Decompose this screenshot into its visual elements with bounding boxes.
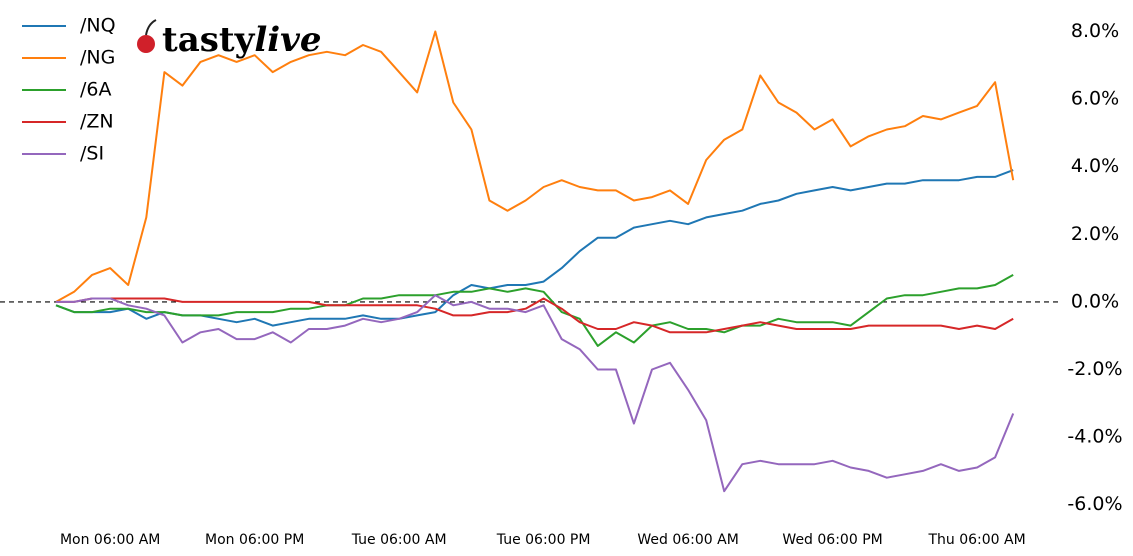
logo-text: tastylive xyxy=(162,20,322,60)
y-tick-label: 0.0% xyxy=(1071,290,1119,312)
logo: tastylive xyxy=(137,19,322,60)
y-tick-label: 6.0% xyxy=(1071,88,1119,110)
legend-label: /NQ xyxy=(80,15,116,37)
logo-cherry xyxy=(137,35,155,53)
x-tick-label: Tue 06:00 AM xyxy=(351,532,447,548)
legend-label: /ZN xyxy=(80,111,114,133)
x-tick-label: Thu 06:00 AM xyxy=(927,532,1025,548)
x-tick-label: Mon 06:00 PM xyxy=(205,532,304,548)
logo-suffix: live xyxy=(254,20,321,60)
y-tick-label: -6.0% xyxy=(1067,493,1122,515)
y-tick-label: 2.0% xyxy=(1071,223,1119,245)
series-line xyxy=(56,294,1015,493)
y-tick-label: 8.0% xyxy=(1071,20,1119,42)
series-line xyxy=(55,30,1015,303)
y-tick-label: 4.0% xyxy=(1071,155,1119,177)
logo-stem xyxy=(145,19,157,36)
x-tick-label: Wed 06:00 PM xyxy=(782,532,882,548)
y-tick-label: -2.0% xyxy=(1067,358,1122,380)
y-tick-label: -4.0% xyxy=(1067,426,1122,448)
series-line xyxy=(55,169,1014,327)
x-tick-label: Mon 06:00 AM xyxy=(60,532,160,548)
legend: /NQ/NG/6A/ZN/SI xyxy=(22,15,116,165)
legend-label: /SI xyxy=(80,143,104,165)
legend-label: /NG xyxy=(80,47,115,69)
x-tick-label: Tue 06:00 PM xyxy=(496,532,591,548)
legend-label: /6A xyxy=(80,79,112,101)
series-line xyxy=(56,297,1014,334)
x-tick-label: Wed 06:00 AM xyxy=(637,532,738,548)
logo-prefix: tasty xyxy=(162,20,256,60)
series-line xyxy=(55,274,1014,347)
